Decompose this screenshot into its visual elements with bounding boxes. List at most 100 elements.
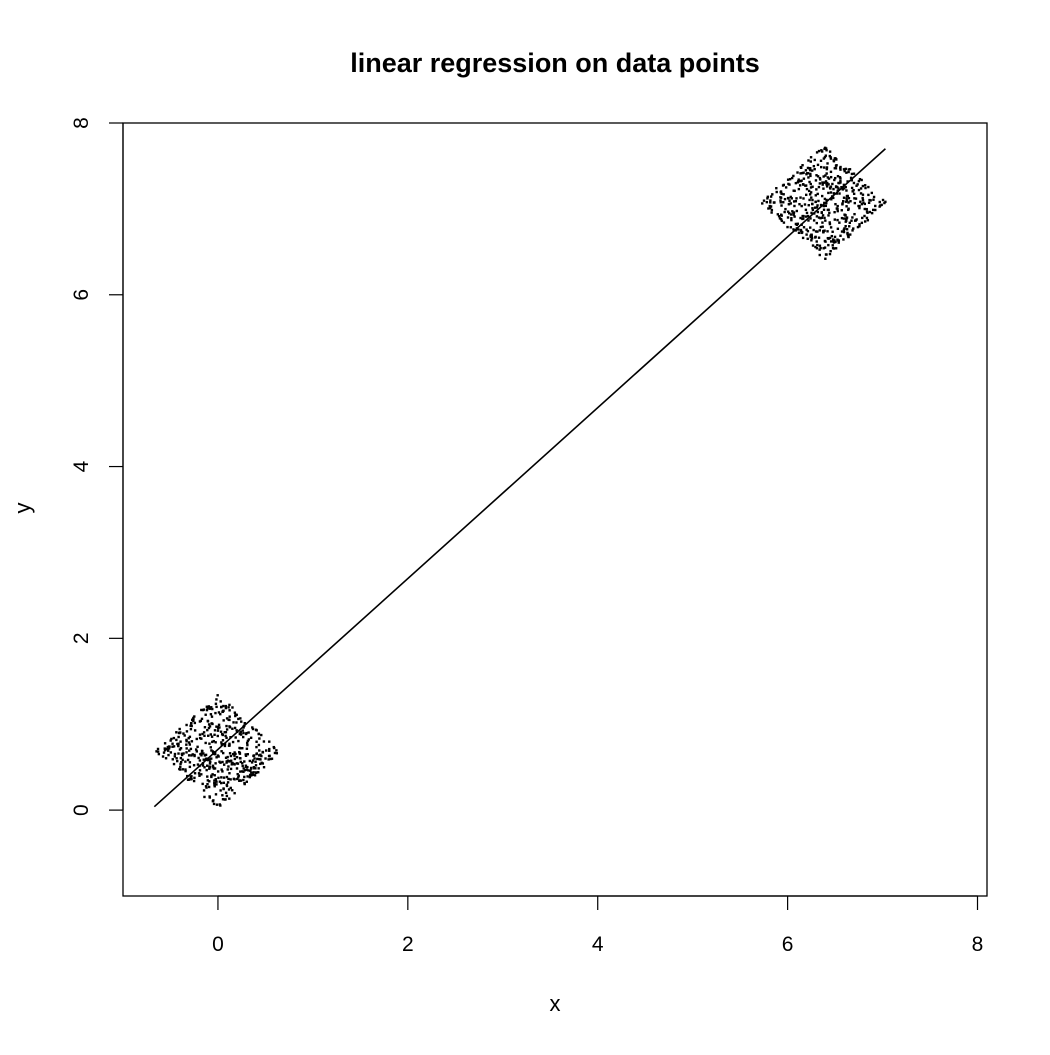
data-point xyxy=(178,727,181,731)
data-point xyxy=(849,200,852,203)
data-point xyxy=(217,711,221,714)
data-point xyxy=(832,241,836,244)
data-point xyxy=(826,236,830,240)
data-point xyxy=(812,219,816,222)
data-point xyxy=(191,719,195,722)
data-point xyxy=(817,236,821,239)
data-point xyxy=(260,733,263,737)
data-point xyxy=(861,198,865,202)
data-point xyxy=(202,708,206,711)
data-point xyxy=(872,195,876,199)
data-point xyxy=(238,757,242,760)
data-point xyxy=(794,199,798,203)
data-point xyxy=(175,738,178,742)
data-point xyxy=(840,216,844,220)
data-point xyxy=(210,757,213,760)
data-point xyxy=(831,230,834,233)
data-point xyxy=(858,223,861,226)
data-point xyxy=(832,187,835,191)
data-point xyxy=(870,191,873,195)
data-point xyxy=(821,214,825,217)
data-point xyxy=(823,216,826,220)
data-point xyxy=(211,740,214,744)
data-point xyxy=(770,211,773,214)
data-point xyxy=(198,769,202,772)
data-point xyxy=(816,192,819,196)
data-point xyxy=(215,780,218,783)
data-point xyxy=(246,765,249,769)
data-point xyxy=(825,198,828,202)
data-point xyxy=(767,207,770,210)
data-point xyxy=(809,191,813,194)
data-point xyxy=(829,187,832,190)
data-point xyxy=(193,715,196,718)
data-point xyxy=(880,203,883,207)
data-point xyxy=(850,179,854,182)
data-point xyxy=(822,229,825,233)
data-point xyxy=(249,774,252,778)
data-point xyxy=(766,195,770,198)
data-point xyxy=(852,181,856,185)
data-point xyxy=(863,207,866,211)
data-point xyxy=(228,742,231,746)
data-point xyxy=(822,187,825,190)
data-point xyxy=(838,176,842,179)
data-point xyxy=(213,781,216,785)
data-point xyxy=(192,716,195,720)
data-point xyxy=(189,747,193,751)
data-point xyxy=(777,215,781,218)
data-point xyxy=(881,198,885,202)
data-point xyxy=(818,229,821,232)
data-point xyxy=(238,750,241,754)
data-point xyxy=(208,765,211,768)
data-point xyxy=(842,187,846,190)
y-tick-label: 0 xyxy=(70,804,93,816)
data-point xyxy=(245,747,249,750)
data-point xyxy=(805,233,808,236)
data-point xyxy=(228,772,231,775)
data-point xyxy=(835,207,839,210)
data-point xyxy=(872,198,875,201)
data-point xyxy=(255,752,259,755)
data-point xyxy=(816,210,820,214)
data-point xyxy=(787,202,791,206)
data-point xyxy=(778,217,782,220)
data-point xyxy=(813,206,817,209)
data-point xyxy=(844,200,848,203)
regression-line xyxy=(153,148,886,808)
data-point xyxy=(198,774,201,777)
data-point xyxy=(805,228,808,231)
data-point xyxy=(222,781,225,784)
data-point xyxy=(807,219,810,222)
data-point xyxy=(226,781,230,784)
data-point xyxy=(216,729,220,732)
data-point xyxy=(243,760,246,763)
data-point xyxy=(176,742,179,746)
data-point xyxy=(233,754,236,757)
data-point xyxy=(782,193,785,196)
data-point xyxy=(157,752,161,756)
data-point xyxy=(179,747,183,750)
data-point xyxy=(862,201,865,204)
data-point xyxy=(205,768,208,772)
data-point xyxy=(827,243,830,247)
data-point xyxy=(242,778,245,782)
data-point xyxy=(185,751,188,754)
data-point xyxy=(163,747,166,750)
data-point xyxy=(818,182,822,185)
data-point xyxy=(246,739,250,743)
data-point xyxy=(189,722,193,725)
data-point xyxy=(190,777,193,781)
data-point xyxy=(857,204,860,208)
data-point xyxy=(221,794,224,797)
data-point xyxy=(824,240,827,243)
data-point xyxy=(790,176,794,180)
data-point xyxy=(215,756,218,759)
data-point xyxy=(810,211,813,215)
data-point xyxy=(840,186,843,189)
x-axis-label: x xyxy=(550,991,561,1016)
data-point xyxy=(228,752,232,755)
data-point xyxy=(857,179,861,183)
data-point xyxy=(814,179,818,182)
data-point xyxy=(815,151,819,154)
